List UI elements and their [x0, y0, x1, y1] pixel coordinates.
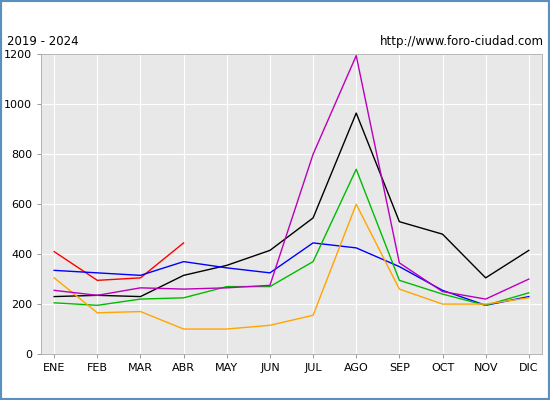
Text: 2019 - 2024: 2019 - 2024 — [7, 35, 78, 48]
Text: http://www.foro-ciudad.com: http://www.foro-ciudad.com — [379, 35, 543, 48]
Text: Evolucion Nº Turistas Extranjeros en el municipio de Crecente: Evolucion Nº Turistas Extranjeros en el … — [48, 8, 502, 23]
